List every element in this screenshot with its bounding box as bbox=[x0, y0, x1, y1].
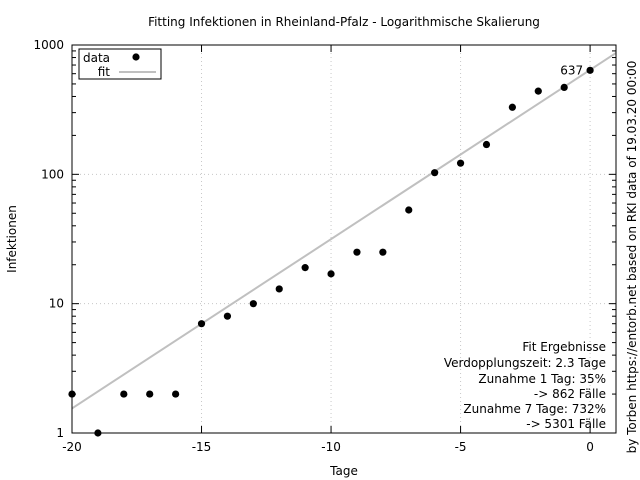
x-tick-label: -10 bbox=[321, 440, 341, 454]
fit-results-increase-7-days: Zunahme 7 Tage: 732% bbox=[463, 402, 606, 416]
data-point bbox=[586, 66, 594, 74]
x-tick-labels: -20 -15 -10 -5 0 bbox=[62, 440, 594, 454]
data-point bbox=[301, 264, 309, 272]
data-point bbox=[353, 248, 361, 256]
data-point bbox=[146, 390, 154, 398]
data-point bbox=[327, 270, 335, 278]
data-point bbox=[482, 140, 491, 149]
fit-results-doubling-time: Verdopplungszeit: 2.3 Tage bbox=[444, 356, 606, 370]
fit-results-cases-7-days: -> 5301 Fälle bbox=[526, 417, 606, 431]
fit-results-title: Fit Ergebnisse bbox=[522, 340, 606, 354]
grid bbox=[72, 45, 616, 433]
legend-marker-data bbox=[132, 53, 140, 61]
x-axis-label: Tage bbox=[329, 464, 358, 478]
y-tick-label: 10 bbox=[49, 297, 64, 311]
data-point bbox=[223, 312, 232, 320]
x-tick-label: -15 bbox=[192, 440, 212, 454]
data-point bbox=[456, 159, 465, 167]
data-point bbox=[197, 320, 206, 328]
fit-line bbox=[72, 52, 616, 410]
data-point bbox=[172, 390, 180, 398]
annotation-label: 637 bbox=[560, 63, 583, 77]
fit-results-cases-1-day: -> 862 Fälle bbox=[534, 387, 606, 401]
data-point bbox=[560, 83, 568, 92]
legend: data fit bbox=[78, 48, 162, 80]
legend-label-data: data bbox=[83, 51, 110, 65]
data-point bbox=[120, 390, 128, 398]
data-point bbox=[534, 87, 542, 95]
fit-line-layer bbox=[72, 52, 616, 410]
data-point bbox=[431, 169, 439, 177]
data-points-layer bbox=[68, 66, 594, 437]
legend-box bbox=[78, 48, 162, 80]
fit-results-increase-1-day: Zunahme 1 Tag: 35% bbox=[478, 372, 606, 386]
x-tick-label: -5 bbox=[455, 440, 467, 454]
axis-ticks bbox=[71, 44, 616, 434]
y-tick-label: 1 bbox=[56, 426, 64, 440]
x-tick-label: -20 bbox=[62, 440, 82, 454]
plot-frame bbox=[71, 44, 617, 434]
data-point bbox=[379, 248, 387, 256]
y-tick-labels: 1 10 100 1000 bbox=[33, 38, 64, 440]
legend-label-fit: fit bbox=[98, 65, 111, 79]
data-point bbox=[249, 300, 257, 308]
annotations: 637 bbox=[560, 63, 583, 77]
y-tick-label: 100 bbox=[41, 167, 64, 181]
y-axis-label: Infektionen bbox=[5, 205, 19, 273]
data-point bbox=[405, 206, 413, 214]
data-point bbox=[275, 285, 283, 293]
credit-text: by Torben https://entorb.net based on RK… bbox=[625, 61, 639, 454]
chart-title: Fitting Infektionen in Rheinland-Pfalz -… bbox=[148, 15, 540, 29]
y-tick-label: 1000 bbox=[33, 38, 64, 52]
fit-results-box: Fit Ergebnisse Verdopplungszeit: 2.3 Tag… bbox=[444, 340, 606, 431]
data-point bbox=[508, 103, 516, 111]
x-tick-label: 0 bbox=[586, 440, 594, 454]
